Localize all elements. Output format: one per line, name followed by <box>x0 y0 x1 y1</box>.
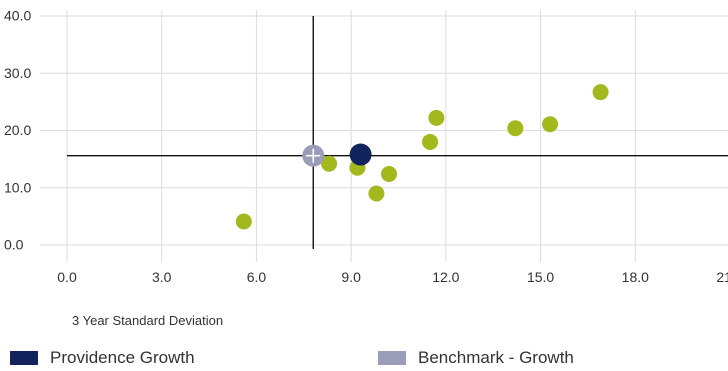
peer-point <box>381 166 398 183</box>
y-tick-label: 10.0 <box>4 179 31 195</box>
peer-point <box>235 213 252 230</box>
x-tick-label: 3.0 <box>152 269 172 285</box>
legend-label-benchmark-growth: Benchmark - Growth <box>418 348 574 367</box>
peer-point <box>507 120 524 137</box>
peer-point <box>368 185 385 202</box>
peer-point <box>592 84 609 101</box>
providence-growth-point <box>349 143 372 166</box>
scatter-chart: 0.0 10.0 20.0 30.0 40.0 0.0 3.0 6.0 9.0 12.0 15.0 1… <box>4 8 728 285</box>
x-tick-label: 12.0 <box>432 269 459 285</box>
x-tick-label: 0.0 <box>57 269 77 285</box>
legend-item-providence-growth: Providence Growth <box>10 348 195 368</box>
x-tick-label: 21.0 <box>716 269 728 285</box>
y-tick-label: 40.0 <box>4 8 31 24</box>
legend-swatch-providence-growth <box>10 351 38 365</box>
peer-point <box>321 155 338 172</box>
x-tick-label: 6.0 <box>247 269 267 285</box>
peer-point <box>422 133 439 150</box>
legend-swatch-benchmark-growth <box>378 351 406 365</box>
legend-item-benchmark-growth: Benchmark - Growth <box>378 348 574 368</box>
y-tick-label: 20.0 <box>4 122 31 138</box>
y-tick-label: 30.0 <box>4 65 31 81</box>
x-tick-label: 9.0 <box>341 269 361 285</box>
peer-point <box>428 109 445 126</box>
legend-label-providence-growth: Providence Growth <box>50 348 195 367</box>
y-tick-label: 0.0 <box>4 237 24 253</box>
peer-point <box>542 116 559 133</box>
x-tick-label: 15.0 <box>527 269 554 285</box>
x-tick-label: 18.0 <box>622 269 649 285</box>
x-axis-title: 3 Year Standard Deviation <box>72 313 224 328</box>
